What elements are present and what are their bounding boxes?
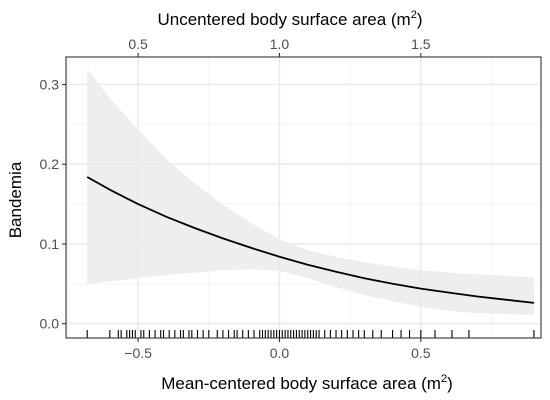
y-tick-label: 0.3 [40,77,60,93]
top-tick-label: 1.5 [411,36,431,52]
y-tick-label: 0.2 [40,156,60,172]
axis-ticks: −0.5 0.0 0.5 0.5 1.0 1.5 0.0 0.1 0.2 0.3 [40,36,431,361]
x-axis-title-top-close: ) [417,10,423,29]
panel-border [65,56,542,339]
confidence-band-area [87,68,534,315]
rug-marks [86,330,535,338]
y-tick-label: 0.1 [40,236,60,252]
x-tick-label: −0.5 [124,345,152,361]
x-tick-label: 0.0 [270,345,290,361]
x-axis-title-top-sup: 2 [411,9,417,21]
confidence-band [87,68,534,315]
y-tick-label: 0.0 [40,316,60,332]
x-axis-title-top-text: Uncentered body surface area (m [157,10,410,29]
top-tick-label: 1.0 [270,36,290,52]
x-axis-title-bottom-text: Mean-centered body surface area (m [161,374,441,393]
fitted-curve [86,176,535,304]
x-axis-title-bottom-close: ) [447,374,453,393]
fitted-line [86,176,535,304]
y-axis-title: Bandemia [6,161,25,238]
top-tick-label: 0.5 [128,36,148,52]
x-axis-title-bottom-sup: 2 [441,373,447,385]
x-axis-title-top: Uncentered body surface area (m2) [157,9,422,29]
x-tick-label: 0.5 [411,345,431,361]
x-axis-title-bottom: Mean-centered body surface area (m2) [161,373,453,393]
